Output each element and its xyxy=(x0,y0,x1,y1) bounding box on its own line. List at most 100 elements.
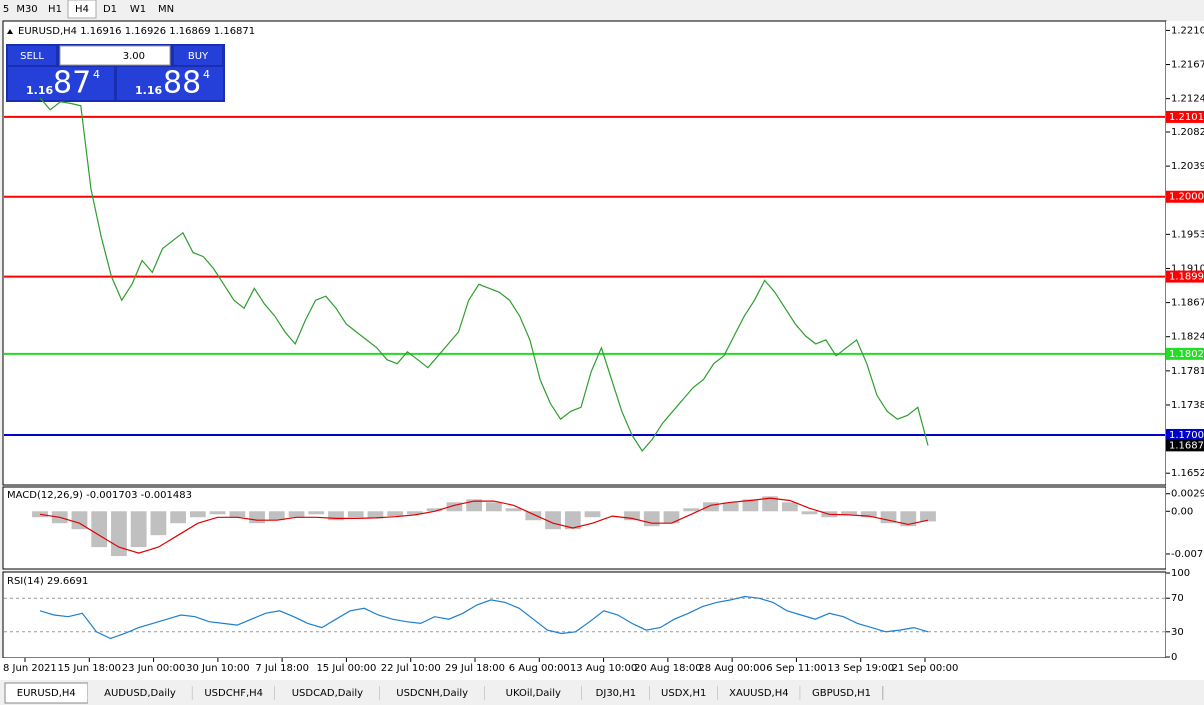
histogram-bar xyxy=(288,511,305,518)
histogram-bar xyxy=(525,511,542,521)
histogram-bar xyxy=(564,511,581,530)
histogram-bar xyxy=(150,511,167,536)
sell-price-box[interactable] xyxy=(8,67,114,100)
y-tick-label: 1.20390 xyxy=(1171,161,1204,172)
buy-price-sup: 4 xyxy=(203,68,210,81)
tab-label[interactable]: GBPUSD,H1 xyxy=(812,688,871,699)
histogram-bar xyxy=(920,511,936,522)
histogram-bar xyxy=(683,508,700,512)
timeframe-button[interactable]: W1 xyxy=(130,4,146,15)
tab[interactable] xyxy=(717,683,801,703)
y-tick-label: 1.18240 xyxy=(1171,332,1204,343)
tab-label[interactable]: USDCAD,Daily xyxy=(292,688,363,699)
y-tick-label: 0 xyxy=(1171,652,1177,663)
price-line xyxy=(39,595,929,640)
timeframe-button[interactable]: MN xyxy=(158,4,174,15)
price-line xyxy=(39,97,929,453)
active-timeframe xyxy=(67,0,97,19)
histogram-bar xyxy=(268,511,285,521)
histogram-bar xyxy=(189,511,206,518)
histogram-bar xyxy=(328,511,344,521)
x-tick-label: 23 Jun 00:00 xyxy=(122,663,186,674)
histogram-bar xyxy=(387,511,404,517)
histogram-bar xyxy=(466,499,483,512)
level-label: 1.18024 xyxy=(1169,349,1204,360)
tab-label[interactable]: USDX,H1 xyxy=(661,688,706,699)
level-label: 1.20004 xyxy=(1169,192,1204,203)
tab[interactable] xyxy=(87,683,193,703)
buy-price-main: 88 xyxy=(163,66,201,101)
tab[interactable] xyxy=(649,683,718,703)
chart-title: EURUSD,H4 1.16916 1.16926 1.16869 1.1687… xyxy=(18,26,255,37)
tab[interactable] xyxy=(800,683,883,703)
timeframe-button[interactable]: M30 xyxy=(16,4,37,15)
level-label: 1.18998 xyxy=(1169,272,1204,283)
histogram-bar xyxy=(446,502,463,512)
sell-button[interactable] xyxy=(8,46,56,65)
rsi-panel xyxy=(2,571,1167,659)
timeframe-button[interactable]: D1 xyxy=(103,4,117,15)
y-tick-label: -0.00715 xyxy=(1171,549,1204,560)
sell-price-main: 87 xyxy=(53,66,91,101)
y-tick-label: 1.21670 xyxy=(1171,60,1204,71)
y-tick-label: 30 xyxy=(1171,627,1184,638)
histogram-bar xyxy=(880,511,897,524)
collapse-icon[interactable] xyxy=(7,29,13,34)
histogram-bar xyxy=(900,511,917,527)
histogram-bar xyxy=(485,502,502,512)
y-tick-label: 1.19100 xyxy=(1171,263,1204,274)
y-tick-label: 1.17810 xyxy=(1171,366,1204,377)
macd-panel xyxy=(2,486,1167,570)
y-tick-label: 70 xyxy=(1171,593,1184,604)
tab-label[interactable]: USDCHF,H4 xyxy=(204,688,263,699)
x-tick-label: 7 Jul 18:00 xyxy=(255,663,309,674)
y-tick-label: 100 xyxy=(1171,568,1190,579)
histogram-bar xyxy=(367,511,384,519)
x-tick-label: 30 Jun 10:00 xyxy=(186,663,250,674)
tab-label[interactable]: USDCNH,Daily xyxy=(396,688,468,699)
buy-price-box[interactable] xyxy=(117,67,223,100)
time-axis xyxy=(0,658,1204,680)
level-tag xyxy=(1166,439,1204,452)
price-axis xyxy=(1166,21,1204,658)
y-tick-label: 1.22100 xyxy=(1171,25,1204,36)
histogram-bar xyxy=(209,511,226,515)
tab[interactable] xyxy=(484,683,582,703)
timeframe-button[interactable]: 5 xyxy=(3,4,9,15)
histogram-bar xyxy=(841,511,857,515)
y-tick-label: 0.00294 xyxy=(1171,489,1204,500)
lot-input[interactable] xyxy=(59,45,171,66)
histogram-bar xyxy=(742,499,759,512)
x-tick-label: 15 Jun 18:00 xyxy=(58,663,122,674)
y-tick-label: 1.20820 xyxy=(1171,127,1204,138)
level-tag xyxy=(1166,110,1204,123)
sell-label: SELL xyxy=(20,51,44,62)
histogram-bar xyxy=(170,511,187,524)
y-tick-label: 1.21240 xyxy=(1171,94,1204,105)
tab-label[interactable]: AUDUSD,Daily xyxy=(104,688,176,699)
timeframe-button[interactable]: H1 xyxy=(48,4,62,15)
y-tick-label: 0.00 xyxy=(1171,506,1193,517)
level-tag xyxy=(1166,347,1204,360)
tab-label[interactable]: UKOil,Daily xyxy=(506,688,561,699)
histogram-bar xyxy=(71,511,88,530)
level-label: 1.17002 xyxy=(1169,430,1204,441)
tab[interactable] xyxy=(379,683,485,703)
histogram-bar xyxy=(722,502,739,512)
y-tick-label: 1.17380 xyxy=(1171,400,1204,411)
timeframe-button[interactable]: H4 xyxy=(75,4,89,15)
histogram-bar xyxy=(801,511,818,515)
histogram-bar xyxy=(407,511,423,515)
tab[interactable] xyxy=(275,683,380,703)
tab[interactable] xyxy=(192,683,275,703)
tab-label[interactable]: DJ30,H1 xyxy=(596,688,636,699)
tab-label[interactable]: EURUSD,H4 xyxy=(17,688,76,699)
x-tick-label: 13 Aug 10:00 xyxy=(570,663,637,674)
level-tag xyxy=(1166,428,1204,441)
tab[interactable] xyxy=(582,683,650,703)
buy-button[interactable] xyxy=(174,46,222,65)
x-tick-label: 22 Jul 10:00 xyxy=(381,663,441,674)
tab-label[interactable]: XAUUSD,H4 xyxy=(729,688,788,699)
histogram-bar xyxy=(426,508,443,512)
histogram-bar xyxy=(663,511,680,524)
